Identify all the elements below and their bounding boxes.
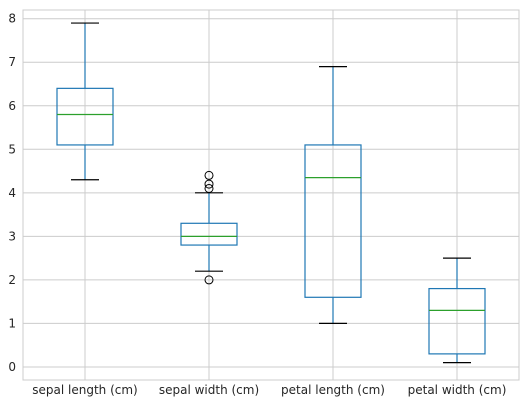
box-layer xyxy=(56,22,486,364)
y-tick-label: 7 xyxy=(8,55,16,69)
grid-layer xyxy=(23,10,519,380)
x-tick-labels: sepal length (cm) sepal width (cm) petal l… xyxy=(32,383,506,397)
iqr-box xyxy=(428,287,486,355)
box-group xyxy=(304,65,362,325)
box-group xyxy=(56,22,114,181)
x-tick-label: sepal length (cm) xyxy=(32,383,137,397)
y-tick-label: 4 xyxy=(8,186,16,200)
y-tick-label: 0 xyxy=(8,360,16,374)
iqr-box xyxy=(56,87,114,146)
y-tick-labels: 0 1 2 3 4 5 6 7 8 xyxy=(8,12,16,374)
x-tick-label: petal length (cm) xyxy=(281,383,385,397)
box-group xyxy=(180,170,238,285)
frame-layer xyxy=(22,9,520,381)
y-tick-label: 6 xyxy=(8,99,16,113)
outlier-point xyxy=(204,275,214,285)
outlier-point xyxy=(204,183,214,193)
outlier-point xyxy=(204,179,214,189)
x-tick-label: petal width (cm) xyxy=(408,383,507,397)
y-tick-label: 2 xyxy=(8,273,16,287)
y-tick-label: 3 xyxy=(8,229,16,243)
y-tick-label: 8 xyxy=(8,12,16,26)
outlier-point xyxy=(204,170,214,180)
y-tick-label: 5 xyxy=(8,142,16,156)
iqr-box xyxy=(180,222,238,246)
iqr-box xyxy=(304,144,362,298)
y-tick-label: 1 xyxy=(8,316,16,330)
axes-frame xyxy=(22,9,520,381)
x-tick-label: sepal width (cm) xyxy=(159,383,259,397)
box-group xyxy=(428,257,486,364)
